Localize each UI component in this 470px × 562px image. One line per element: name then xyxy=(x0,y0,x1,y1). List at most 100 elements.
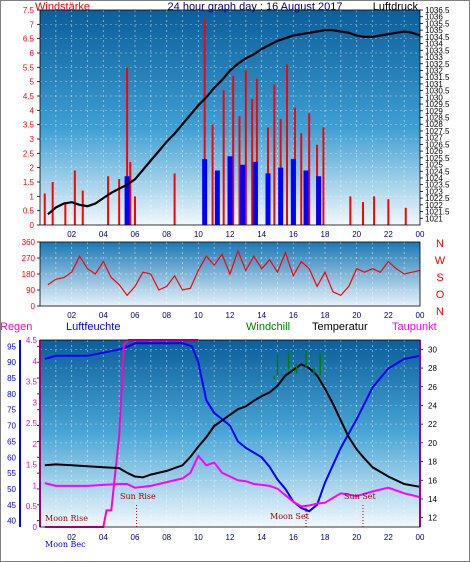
x-tick-label: 02 xyxy=(67,311,76,320)
pressure-tick-label: 1028.5 xyxy=(425,114,450,123)
event-annotation: Sun Set xyxy=(344,492,377,501)
humidity-tick-label: 80 xyxy=(7,390,16,399)
humidity-tick-label: 65 xyxy=(7,437,16,446)
direction-tick-label: 360 xyxy=(22,238,36,247)
temperature-tick-label: 22 xyxy=(428,420,437,429)
humidity-tick-label: 90 xyxy=(7,358,16,367)
x-tick-label: 06 xyxy=(131,533,140,542)
humidity-tick-label: 95 xyxy=(7,342,16,351)
direction-tick-label: 180 xyxy=(22,270,36,279)
pressure-tick-label: 1024.5 xyxy=(425,167,450,176)
pressure-tick-label: 1034 xyxy=(425,40,443,49)
pressure-tick-label: 1024 xyxy=(425,174,443,183)
pressure-tick-label: 1030.5 xyxy=(425,87,450,96)
wind-axis-label: Windstärke xyxy=(35,1,90,13)
rain-tick-label: 0 xyxy=(33,523,38,532)
humidity-tick-label: 85 xyxy=(7,374,16,383)
pressure-tick-label: 1021.5 xyxy=(425,208,450,217)
pressure-tick-label: 1035 xyxy=(425,26,443,35)
pressure-axis-label: Luftdruck xyxy=(373,1,419,13)
humidity-tick-label: 55 xyxy=(7,469,16,478)
pressure-tick-label: 1033.5 xyxy=(425,46,450,55)
compass-label: N xyxy=(436,306,444,318)
pressure-tick-label: 1025.5 xyxy=(425,154,450,163)
temperature-line xyxy=(44,363,421,488)
wind-tick-label: 0 xyxy=(30,221,35,230)
x-tick-label: 00 xyxy=(416,311,425,320)
temperature-tick-label: 12 xyxy=(428,514,437,523)
pressure-tick-label: 1032.5 xyxy=(425,60,450,69)
x-tick-label: 14 xyxy=(257,311,266,320)
wind-tick-label: 6 xyxy=(30,49,35,58)
x-tick-label: 10 xyxy=(194,533,203,542)
wind-tick-label: 3 xyxy=(30,135,35,144)
direction-tick-label: 90 xyxy=(26,286,35,295)
event-annotation: Moon Set xyxy=(270,512,310,521)
wind-tick-label: 3.5 xyxy=(23,121,35,130)
x-tick-label: 08 xyxy=(162,533,171,542)
panel-b-frame xyxy=(39,241,421,307)
chart-title: 24 hour graph day : 16 August 2017 xyxy=(168,1,343,13)
humidity-tick-label: 45 xyxy=(7,501,16,510)
x-tick-label: 04 xyxy=(99,230,108,239)
x-tick-label: 20 xyxy=(352,311,361,320)
temperature-tick-label: 18 xyxy=(428,458,437,467)
pressure-tick-label: 1023 xyxy=(425,187,443,196)
x-tick-label: 18 xyxy=(321,311,330,320)
pressure-tick-label: 1022 xyxy=(425,201,443,210)
x-tick-label: 12 xyxy=(226,311,235,320)
temperature-tick-label: 14 xyxy=(428,495,437,504)
x-tick-label: 22 xyxy=(384,533,393,542)
event-annotation: Moon Bec xyxy=(45,540,86,549)
x-tick-label: 08 xyxy=(162,311,171,320)
humidity-tick-label: 40 xyxy=(7,517,16,526)
humidity-tick-label: 60 xyxy=(7,453,16,462)
wind-tick-label: 5 xyxy=(30,78,35,87)
compass-label: O xyxy=(436,289,445,301)
rain-tick-label: 3 xyxy=(33,398,38,407)
x-tick-label: 00 xyxy=(416,230,425,239)
rain-tick-label: 1 xyxy=(33,481,38,490)
temperature-tick-label: 16 xyxy=(428,476,437,485)
x-tick-label: 00 xyxy=(416,533,425,542)
legend-label: Taupunkt xyxy=(392,321,437,333)
x-tick-label: 16 xyxy=(289,311,298,320)
rain-tick-label: 2 xyxy=(33,440,38,449)
x-tick-label: 08 xyxy=(162,230,171,239)
x-tick-label: 20 xyxy=(352,533,361,542)
wind-tick-label: 4 xyxy=(30,106,35,115)
legend-label: Regen xyxy=(0,321,32,333)
rain-tick-label: 0.5 xyxy=(26,502,38,511)
wind-tick-label: 1 xyxy=(30,192,35,201)
x-tick-label: 18 xyxy=(321,533,330,542)
x-tick-label: 12 xyxy=(226,230,235,239)
direction-tick-label: 0 xyxy=(31,302,36,311)
x-tick-label: 06 xyxy=(131,311,140,320)
rain-tick-label: 4 xyxy=(33,357,38,366)
compass-label: N xyxy=(436,238,444,250)
temperature-tick-label: 30 xyxy=(428,345,437,354)
wind-tick-label: 5.5 xyxy=(23,63,35,72)
rain-tick-label: 1.5 xyxy=(26,461,38,470)
wind-tick-label: 6.5 xyxy=(23,35,35,44)
wind-tick-label: 7 xyxy=(30,20,35,29)
pressure-tick-label: 1031.5 xyxy=(425,73,450,82)
pressure-line xyxy=(47,29,421,216)
x-tick-label: 22 xyxy=(384,230,393,239)
wind-tick-label: 0.5 xyxy=(23,207,35,216)
event-annotation: Sun Rise xyxy=(120,492,156,501)
x-tick-label: 04 xyxy=(99,311,108,320)
x-tick-label: 12 xyxy=(226,533,235,542)
dewpoint-line xyxy=(44,454,421,508)
x-tick-label: 16 xyxy=(289,533,298,542)
pressure-tick-label: 1027 xyxy=(425,134,443,143)
x-tick-label: 10 xyxy=(194,311,203,320)
pressure-tick-label: 1026.5 xyxy=(425,140,450,149)
pressure-tick-label: 1026 xyxy=(425,147,443,156)
x-tick-label: 02 xyxy=(67,230,76,239)
x-tick-label: 16 xyxy=(289,230,298,239)
event-annotation: Moon Rise xyxy=(45,514,88,523)
pressure-tick-label: 1034.5 xyxy=(425,33,450,42)
